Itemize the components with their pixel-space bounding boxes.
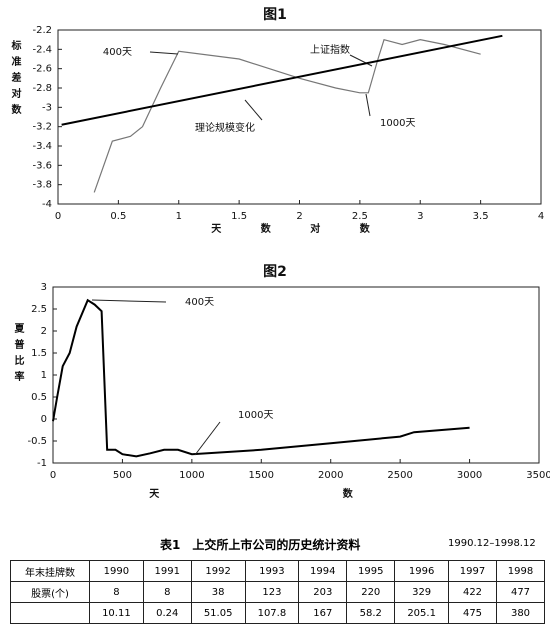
table-cell: 203 xyxy=(298,581,348,603)
y-tick-label: 3 xyxy=(41,282,47,293)
table-cell: 1995 xyxy=(346,560,396,582)
table-title: 表1 上交所上市公司的历史统计资料 xyxy=(160,538,361,552)
table-cell: 1991 xyxy=(142,560,192,582)
x-tick-label: 0 xyxy=(55,211,61,222)
leader-line xyxy=(194,421,221,456)
leader-line xyxy=(91,299,167,303)
chart-title: 图1 xyxy=(263,7,287,23)
table-cell: 股票(个) xyxy=(10,581,90,603)
y-axis-label: 标准差对数 xyxy=(9,39,22,120)
x-tick-label: 1.5 xyxy=(231,211,247,222)
table-cell xyxy=(10,602,90,624)
y-tick-label: -0.5 xyxy=(27,436,47,447)
x-tick-label: 3000 xyxy=(457,470,482,481)
annotation: 1000天 xyxy=(380,118,415,129)
x-tick-label: 2 xyxy=(296,211,302,222)
annotation: 1000天 xyxy=(238,410,273,421)
table-cell: 1997 xyxy=(448,560,497,582)
table-cell: 167 xyxy=(298,602,348,624)
y-tick-label: -2.8 xyxy=(32,83,52,94)
table-cell: 475 xyxy=(448,602,497,624)
table-cell: 380 xyxy=(496,602,545,624)
y-tick-label: 2.5 xyxy=(31,304,47,315)
table-cell: 58.2 xyxy=(346,602,396,624)
y-tick-label: -4 xyxy=(42,199,52,210)
x-tick-label: 3500 xyxy=(526,470,550,481)
x-tick-label: 2500 xyxy=(387,470,412,481)
y-tick-label: 0 xyxy=(41,414,47,425)
x-tick-label: 4 xyxy=(538,211,544,222)
chart-title: 图2 xyxy=(263,264,287,280)
table-cell: 422 xyxy=(448,581,497,603)
y-tick-label: 2 xyxy=(41,326,47,337)
series-line xyxy=(61,34,503,126)
x-tick-label: 0.5 xyxy=(110,211,126,222)
table-note: 1990.12–1998.12 xyxy=(448,538,536,549)
table-cell: 123 xyxy=(244,581,300,603)
table-cell: 220 xyxy=(346,581,396,603)
annotation: 400天 xyxy=(103,47,132,58)
series-label: 上证指数 xyxy=(310,43,350,56)
table-row: 年末挂牌数 1990 1991 1992 1993 1994 1995 1996 1997 199… xyxy=(10,560,545,582)
table-cell: 1996 xyxy=(394,560,450,582)
y-tick-label: 1.5 xyxy=(31,348,47,359)
series-label: 理论规模变化 xyxy=(195,121,255,134)
table-cell: 477 xyxy=(496,581,545,603)
y-tick-label: 0.5 xyxy=(31,392,47,403)
table-row: 股票(个) 8 8 38 123 203 220 329 422 477 xyxy=(10,581,545,603)
x-axis-label: 天 数 对 数 xyxy=(211,222,387,235)
x-tick-label: 3 xyxy=(417,211,423,222)
table-cell: 8 xyxy=(89,581,144,603)
table-cell: 0.24 xyxy=(142,602,192,624)
x-tick-label: 1000 xyxy=(179,470,204,481)
x-tick-label: 3.5 xyxy=(473,211,489,222)
x-tick-label: 1 xyxy=(176,211,182,222)
charts: 图1 0 0.5 1 1.5 2 2.5 3 3.5 4 -4 -3.8 -3.6 -3.4 -3.2 -3 -… xyxy=(9,7,550,500)
table-cell: 107.8 xyxy=(244,602,300,624)
y-tick-label: -3.6 xyxy=(32,160,52,171)
series-line xyxy=(93,38,481,193)
table-cell: 1994 xyxy=(298,560,348,582)
y-tick-label: -2.2 xyxy=(32,25,52,36)
y-tick-label: 1 xyxy=(41,370,47,381)
table-cell: 10.11 xyxy=(89,602,144,624)
x-tick-label: 0 xyxy=(50,470,56,481)
y-tick-label: -3 xyxy=(42,102,52,113)
y-tick-label: -1 xyxy=(37,458,47,469)
table-cell: 329 xyxy=(394,581,450,603)
table-cell: 年末挂牌数 xyxy=(10,560,90,582)
x-tick-label: 1500 xyxy=(249,470,274,481)
x-axis-label: 天 数 xyxy=(149,487,442,500)
table-cell: 1993 xyxy=(244,560,300,582)
table-cell: 8 xyxy=(142,581,192,603)
plot-frame xyxy=(52,286,540,464)
x-tick-label: 2.5 xyxy=(352,211,368,222)
leader-line xyxy=(349,54,373,67)
x-tick-label: 2000 xyxy=(318,470,343,481)
y-tick-label: -3.8 xyxy=(32,180,52,191)
x-tick-label: 500 xyxy=(113,470,132,481)
table-cell: 205.1 xyxy=(394,602,450,624)
y-tick-label: -2.4 xyxy=(32,44,52,55)
leader-line xyxy=(244,99,263,121)
y-axis-label: 夏普比率 xyxy=(12,323,25,387)
y-tick-label: -3.2 xyxy=(32,122,52,133)
table-cell: 1998 xyxy=(496,560,545,582)
table-cell: 1992 xyxy=(190,560,246,582)
leader-line xyxy=(149,51,179,55)
y-tick-label: -2.6 xyxy=(32,64,52,75)
leader-line xyxy=(365,93,371,117)
table-row: 10.11 0.24 51.05 107.8 167 58.2 205.1 475 380 xyxy=(10,602,545,624)
table-cell: 38 xyxy=(190,581,246,603)
y-tick-label: -3.4 xyxy=(32,141,52,152)
series-line xyxy=(52,298,470,458)
data-table: 年末挂牌数 1990 1991 1992 1993 1994 1995 1996 1997 199… xyxy=(10,560,545,624)
table-cell: 51.05 xyxy=(190,602,246,624)
table-cell: 1990 xyxy=(89,560,144,582)
annotation: 400天 xyxy=(185,297,214,308)
